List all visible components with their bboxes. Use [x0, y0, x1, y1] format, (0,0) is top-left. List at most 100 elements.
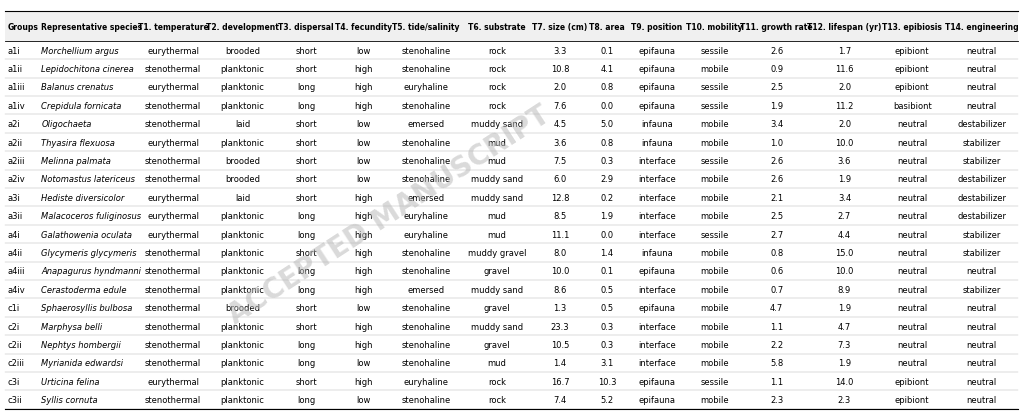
Text: 2.0: 2.0	[838, 120, 851, 129]
Text: Groups: Groups	[7, 23, 38, 31]
Text: neutral: neutral	[897, 358, 928, 368]
Text: high: high	[354, 83, 373, 92]
Text: long: long	[297, 102, 315, 111]
Text: gravel: gravel	[484, 340, 510, 349]
Text: mobile: mobile	[701, 340, 729, 349]
Text: 0.3: 0.3	[601, 157, 614, 166]
Text: neutral: neutral	[897, 285, 928, 294]
Text: interface: interface	[637, 157, 675, 166]
Text: a2i: a2i	[7, 120, 19, 129]
Text: stenohaline: stenohaline	[401, 138, 451, 147]
Text: 1.9: 1.9	[838, 175, 851, 184]
Text: 1.3: 1.3	[553, 304, 567, 312]
Text: T4. fecundity: T4. fecundity	[336, 23, 392, 31]
Text: 2.7: 2.7	[770, 230, 784, 239]
Text: a2ii: a2ii	[7, 138, 23, 147]
Text: stenohaline: stenohaline	[401, 65, 451, 74]
Text: planktonic: planktonic	[221, 267, 265, 276]
Text: stenothermal: stenothermal	[145, 120, 202, 129]
Text: low: low	[356, 138, 371, 147]
Text: mobile: mobile	[701, 285, 729, 294]
Text: Glycymeris glycymeris: Glycymeris glycymeris	[41, 248, 137, 257]
Text: infauna: infauna	[640, 120, 672, 129]
Text: muddy sand: muddy sand	[471, 285, 523, 294]
Text: T1. temperature: T1. temperature	[138, 23, 209, 31]
Text: high: high	[354, 211, 373, 221]
Text: 10.5: 10.5	[550, 340, 569, 349]
Text: neutral: neutral	[897, 157, 928, 166]
Text: 4.4: 4.4	[838, 230, 851, 239]
Text: Crepidula fornicata: Crepidula fornicata	[41, 102, 122, 111]
Text: mobile: mobile	[701, 211, 729, 221]
Text: rock: rock	[488, 46, 506, 55]
Text: Melinna palmata: Melinna palmata	[41, 157, 112, 166]
Text: 0.5: 0.5	[601, 304, 614, 312]
Text: 2.6: 2.6	[770, 157, 784, 166]
Text: stenohaline: stenohaline	[401, 248, 451, 257]
Text: euryhaline: euryhaline	[404, 83, 449, 92]
Text: gravel: gravel	[484, 304, 510, 312]
Text: short: short	[296, 175, 317, 184]
Text: 7.5: 7.5	[553, 157, 567, 166]
Text: sessile: sessile	[701, 157, 729, 166]
Text: high: high	[354, 65, 373, 74]
Text: T5. tide/salinity: T5. tide/salinity	[393, 23, 460, 31]
Text: stenothermal: stenothermal	[145, 267, 202, 276]
Text: short: short	[296, 120, 317, 129]
Text: neutral: neutral	[897, 248, 928, 257]
Text: 2.6: 2.6	[770, 175, 784, 184]
Text: 3.6: 3.6	[838, 157, 851, 166]
Text: 0.9: 0.9	[770, 65, 784, 74]
Text: 11.1: 11.1	[550, 230, 569, 239]
Text: 0.1: 0.1	[601, 46, 614, 55]
Text: neutral: neutral	[967, 377, 996, 386]
Text: planktonic: planktonic	[221, 211, 265, 221]
Text: epifauna: epifauna	[638, 304, 675, 312]
Text: low: low	[356, 358, 371, 368]
Text: neutral: neutral	[897, 175, 928, 184]
Text: stenothermal: stenothermal	[145, 285, 202, 294]
Text: high: high	[354, 193, 373, 202]
Text: epifauna: epifauna	[638, 102, 675, 111]
Text: 0.1: 0.1	[601, 267, 614, 276]
Text: 0.8: 0.8	[770, 248, 784, 257]
Text: mud: mud	[488, 211, 506, 221]
Text: stenohaline: stenohaline	[401, 267, 451, 276]
Text: eurythermal: eurythermal	[147, 193, 199, 202]
Text: destabilizer: destabilizer	[958, 211, 1006, 221]
Text: Nephtys hombergii: Nephtys hombergii	[41, 340, 121, 349]
Text: 2.0: 2.0	[553, 83, 567, 92]
Text: neutral: neutral	[967, 102, 996, 111]
Text: stenohaline: stenohaline	[401, 102, 451, 111]
Text: c2iii: c2iii	[7, 358, 25, 368]
Text: interface: interface	[637, 230, 675, 239]
Text: Cerastoderma edule: Cerastoderma edule	[41, 285, 127, 294]
Text: destabilizer: destabilizer	[958, 175, 1006, 184]
Bar	[5, 170, 1018, 189]
Text: stenothermal: stenothermal	[145, 175, 202, 184]
Text: eurythermal: eurythermal	[147, 83, 199, 92]
Text: mobile: mobile	[701, 138, 729, 147]
Text: mobile: mobile	[701, 120, 729, 129]
Bar	[5, 60, 1018, 78]
Text: short: short	[296, 46, 317, 55]
Text: 15.0: 15.0	[835, 248, 853, 257]
Text: a1i: a1i	[7, 46, 19, 55]
Text: high: high	[354, 267, 373, 276]
Text: stenothermal: stenothermal	[145, 102, 202, 111]
Text: T14. engineering: T14. engineering	[945, 23, 1019, 31]
Text: neutral: neutral	[897, 120, 928, 129]
Text: 2.6: 2.6	[770, 46, 784, 55]
Text: euryhaline: euryhaline	[404, 230, 449, 239]
Text: 8.6: 8.6	[553, 285, 567, 294]
Text: long: long	[297, 395, 315, 404]
Text: 4.5: 4.5	[553, 120, 567, 129]
Text: epifauna: epifauna	[638, 395, 675, 404]
Text: 3.3: 3.3	[553, 46, 567, 55]
Text: 5.2: 5.2	[601, 395, 614, 404]
Text: a4i: a4i	[7, 230, 19, 239]
Text: 2.3: 2.3	[838, 395, 851, 404]
Text: c2ii: c2ii	[7, 340, 21, 349]
Bar	[5, 133, 1018, 152]
Bar	[5, 225, 1018, 244]
